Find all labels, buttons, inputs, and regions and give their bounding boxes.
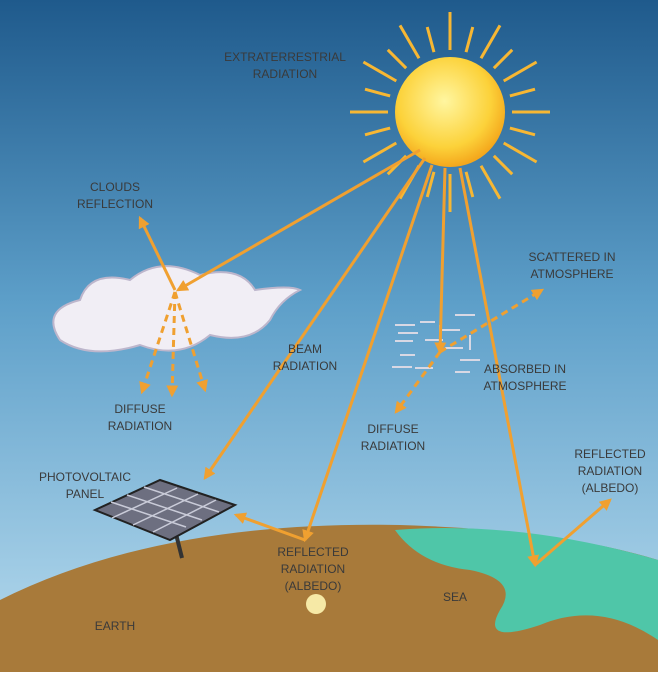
label: (ALBEDO): [285, 579, 342, 593]
label: SCATTERED IN: [528, 250, 615, 264]
label: (ALBEDO): [582, 481, 639, 495]
label: RADIATION: [108, 419, 172, 433]
label: ABSORBED IN: [484, 362, 566, 376]
label: DIFFUSE: [114, 402, 165, 416]
label: PANEL: [66, 487, 105, 501]
label: EXTRATERRESTRIAL: [224, 50, 346, 64]
label: BEAM: [288, 342, 322, 356]
label: CLOUDS: [90, 180, 140, 194]
label: ATMOSPHERE: [483, 379, 566, 393]
label: REFLECTED: [277, 545, 349, 559]
albedo-spot: [306, 594, 326, 614]
label: REFLECTION: [77, 197, 153, 211]
label: ATMOSPHERE: [530, 267, 613, 281]
label: DIFFUSE: [367, 422, 418, 436]
label: EARTH: [95, 619, 135, 633]
label: RADIATION: [361, 439, 425, 453]
label: SEA: [443, 590, 467, 604]
label: RADIATION: [578, 464, 642, 478]
sun: [395, 57, 505, 167]
label: PHOTOVOLTAIC: [39, 470, 131, 484]
label: REFLECTED: [574, 447, 646, 461]
label: RADIATION: [273, 359, 337, 373]
label: RADIATION: [253, 67, 317, 81]
label: RADIATION: [281, 562, 345, 576]
solar-radiation-diagram: EXTRATERRESTRIAL RADIATION CLOUDS REFLECTIO…: [0, 0, 658, 672]
